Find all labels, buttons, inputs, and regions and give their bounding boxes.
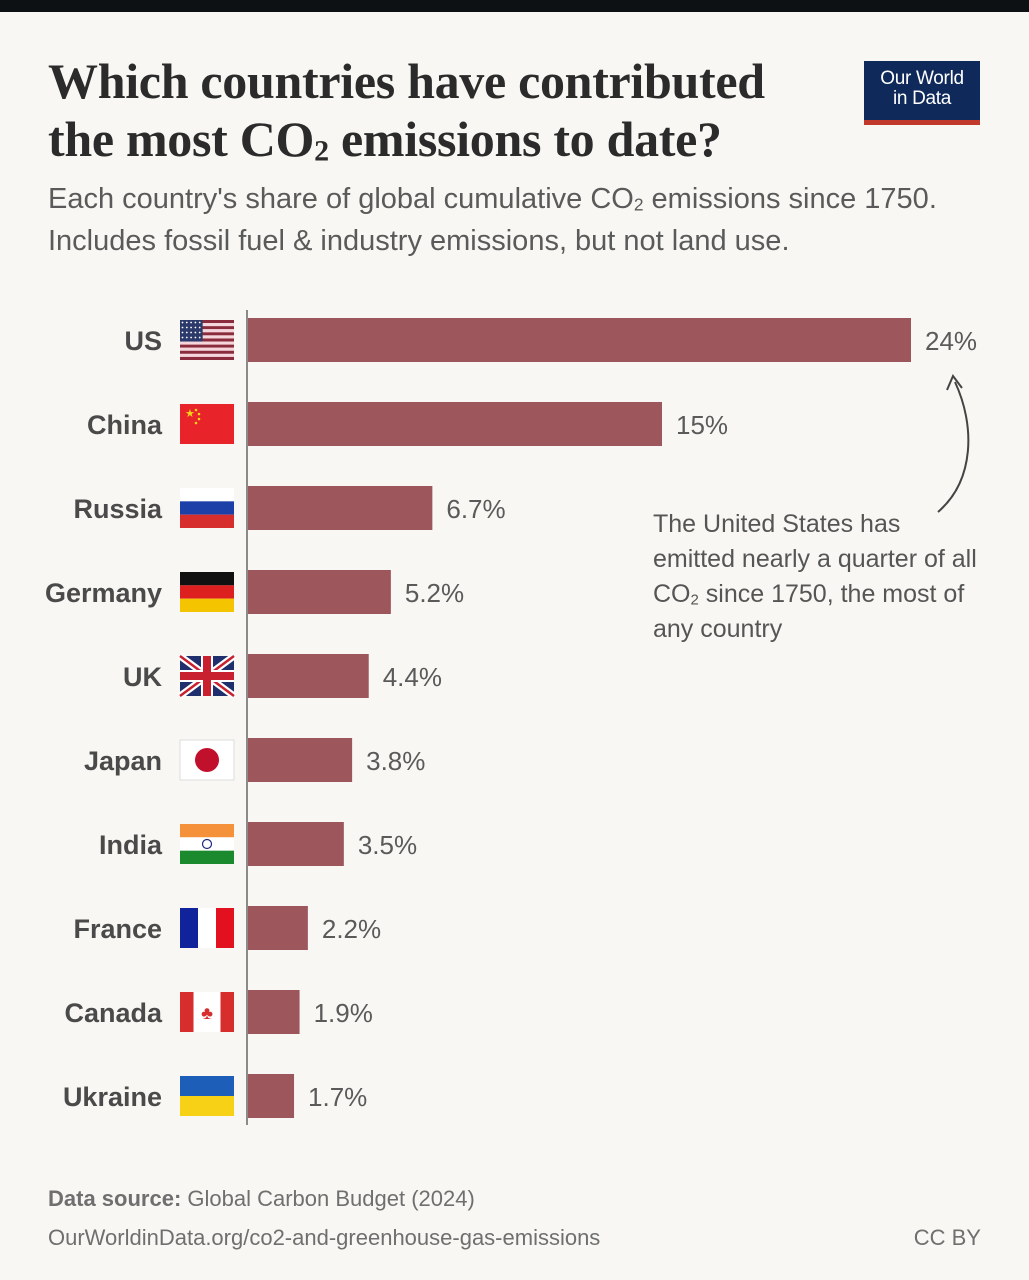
canada-flag-icon: ♣ bbox=[180, 992, 234, 1032]
category-label: Russia bbox=[73, 494, 163, 524]
license: CC BY bbox=[913, 1225, 981, 1250]
russia-flag-icon bbox=[180, 488, 234, 528]
svg-text:★: ★ bbox=[185, 408, 195, 420]
category-label: US bbox=[124, 326, 162, 356]
bar bbox=[248, 738, 353, 782]
title-line-2: the most CO2 emissions to date? bbox=[48, 111, 722, 168]
japan-flag-icon bbox=[179, 739, 235, 781]
ukraine-flag-icon bbox=[180, 1076, 234, 1116]
us-annotation: The United States has emitted nearly a q… bbox=[653, 510, 977, 643]
value-label: 3.8% bbox=[366, 746, 425, 776]
logo-line-2: in Data bbox=[892, 88, 952, 109]
source-url[interactable]: OurWorldinData.org/co2-and-greenhouse-ga… bbox=[48, 1225, 601, 1250]
annotation-arrow bbox=[937, 381, 970, 513]
chart-title: Which countries have contributed the mos… bbox=[48, 52, 848, 168]
bar bbox=[248, 654, 369, 698]
category-label: India bbox=[99, 830, 163, 860]
value-label: 2.2% bbox=[322, 914, 381, 944]
logo-accent-bar bbox=[864, 120, 980, 125]
france-flag-icon bbox=[180, 908, 234, 948]
category-label: Japan bbox=[84, 746, 162, 776]
svg-text:♣: ♣ bbox=[201, 1003, 213, 1023]
category-label: Germany bbox=[45, 578, 162, 608]
title-line-1: Which countries have contributed bbox=[48, 53, 765, 109]
data-source: Data source: Global Carbon Budget (2024) bbox=[48, 1186, 475, 1211]
bar bbox=[248, 486, 433, 530]
value-label: 6.7% bbox=[446, 494, 505, 524]
bar bbox=[248, 822, 344, 866]
value-label: 5.2% bbox=[405, 578, 464, 608]
top-bar bbox=[0, 0, 1029, 12]
bar bbox=[248, 906, 308, 950]
value-label: 1.7% bbox=[308, 1082, 367, 1112]
category-label: UK bbox=[123, 662, 162, 692]
category-label: Ukraine bbox=[63, 1082, 162, 1112]
value-label: 1.9% bbox=[314, 998, 373, 1028]
bar bbox=[248, 1074, 295, 1118]
logo-line-1: Our World bbox=[880, 68, 964, 89]
arrow-head-icon bbox=[946, 374, 963, 391]
bar bbox=[248, 990, 300, 1034]
value-label: 3.5% bbox=[358, 830, 417, 860]
chart-subtitle: Each country's share of global cumulativ… bbox=[48, 183, 937, 257]
category-label: Canada bbox=[64, 998, 163, 1028]
china-flag-icon: ★ bbox=[180, 404, 234, 444]
category-label: China bbox=[87, 410, 163, 440]
bar bbox=[248, 570, 391, 614]
value-label: 15% bbox=[676, 410, 728, 440]
bar bbox=[248, 402, 662, 446]
us-flag-icon bbox=[180, 320, 234, 360]
germany-flag-icon bbox=[180, 572, 234, 612]
value-label: 24% bbox=[925, 326, 977, 356]
uk-flag-icon bbox=[177, 653, 237, 699]
bar bbox=[248, 318, 911, 362]
category-label: France bbox=[73, 914, 162, 944]
bar-chart: US 24% China ★ 15% Russia 6.7% Germany 5.2% UK 4.4… bbox=[45, 310, 977, 1125]
india-flag-icon bbox=[180, 824, 234, 864]
value-label: 4.4% bbox=[383, 662, 442, 692]
owid-logo: Our World in Data bbox=[864, 61, 980, 125]
